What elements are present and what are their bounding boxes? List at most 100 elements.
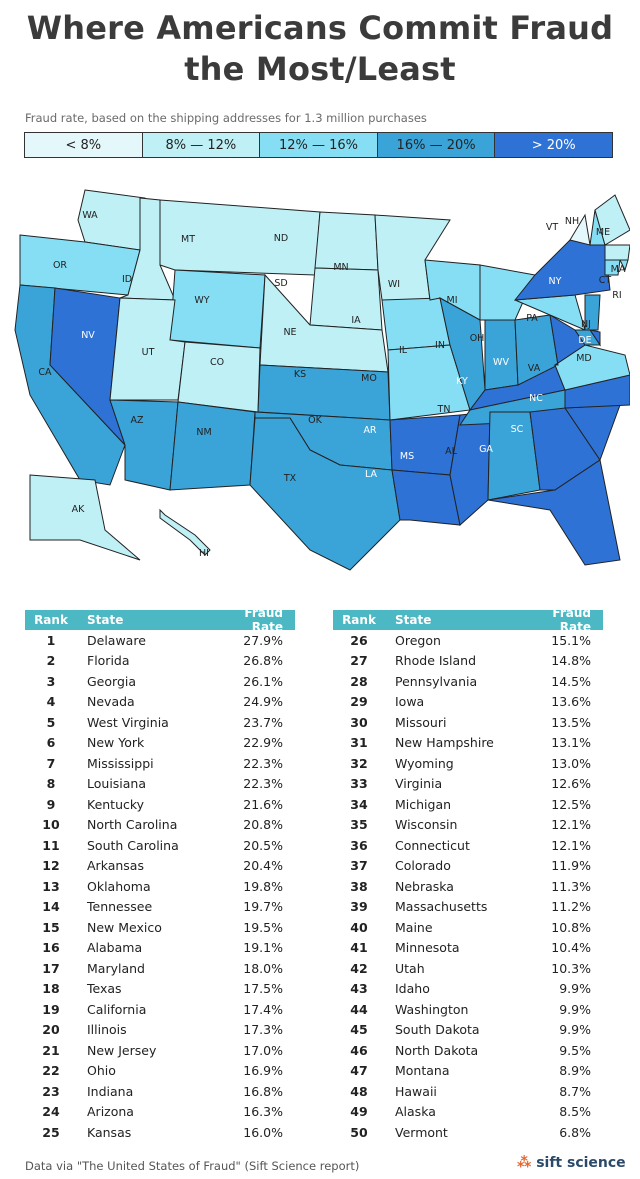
- table-row: 43 Idaho 9.9%: [333, 979, 603, 1000]
- page-title: Where Americans Commit Fraud the Most/Le…: [0, 8, 640, 90]
- rate-cell: 13.6%: [551, 694, 591, 710]
- rate-cell: 18.0%: [243, 960, 283, 976]
- rank-cell: 2: [46, 653, 56, 669]
- rank-cell: 40: [350, 919, 368, 935]
- rank-cell: 33: [350, 776, 368, 792]
- rate-cell: 12.1%: [551, 837, 591, 853]
- rate-cell: 26.1%: [243, 673, 283, 689]
- state-cell: Florida: [87, 653, 130, 669]
- state-label-ca: CA: [38, 367, 52, 378]
- state-label-sc: SC: [511, 424, 524, 435]
- rate-cell: 20.8%: [243, 817, 283, 833]
- rank-cell: 20: [42, 1022, 60, 1038]
- rank-cell: 21: [42, 1042, 60, 1058]
- rank-cell: 16: [42, 940, 60, 956]
- table-row: 3 Georgia 26.1%: [25, 671, 295, 692]
- rank-cell: 46: [350, 1042, 368, 1058]
- state-la: [391, 469, 461, 526]
- table-row: 10 North Carolina 20.8%: [25, 815, 295, 836]
- table-header: Rank State Fraud Rate: [333, 606, 603, 634]
- state-nj: [584, 294, 601, 331]
- state-label-ma: MA: [611, 264, 626, 275]
- title-line-1: Where Americans Commit Fraud: [26, 9, 614, 47]
- state-cell: Texas: [87, 981, 122, 997]
- state-label-ky: KY: [456, 376, 468, 387]
- table-row: 30 Missouri 13.5%: [333, 712, 603, 733]
- rank-cell: 39: [350, 899, 368, 915]
- table-row: 41 Minnesota 10.4%: [333, 938, 603, 959]
- state-label-al: AL: [445, 446, 457, 457]
- state-cell: Massachusetts: [395, 899, 488, 915]
- col-rate: Fraud Rate: [244, 606, 283, 634]
- state-ct: [604, 259, 621, 276]
- rate-cell: 13.1%: [551, 735, 591, 751]
- state-label-id: ID: [122, 274, 132, 285]
- state-cell: Tennessee: [87, 899, 153, 915]
- state-label-wi: WI: [388, 279, 400, 290]
- state-label-mt: MT: [181, 234, 195, 245]
- rate-cell: 13.0%: [551, 755, 591, 771]
- state-cell: Vermont: [395, 1124, 448, 1140]
- state-label-nd: ND: [274, 233, 288, 244]
- rate-cell: 20.5%: [243, 837, 283, 853]
- state-cell: Virginia: [395, 776, 443, 792]
- rank-cell: 38: [350, 878, 368, 894]
- table-row: 23 Indiana 16.8%: [25, 1081, 295, 1102]
- table-row: 17 Maryland 18.0%: [25, 958, 295, 979]
- table-row: 9 Kentucky 21.6%: [25, 794, 295, 815]
- state-label-ne: NE: [283, 327, 296, 338]
- state-cell: West Virginia: [87, 714, 169, 730]
- table-row: 46 North Dakota 9.5%: [333, 1040, 603, 1061]
- rate-cell: 19.1%: [243, 940, 283, 956]
- rate-cell: 11.3%: [551, 878, 591, 894]
- rank-cell: 37: [350, 858, 368, 874]
- legend-label: > 20%: [531, 137, 576, 153]
- state-label-ks: KS: [294, 369, 306, 380]
- state-label-ar: AR: [363, 425, 376, 436]
- state-label-wv: WV: [493, 357, 509, 368]
- state-label-ri: RI: [612, 290, 621, 301]
- rate-cell: 16.9%: [243, 1063, 283, 1079]
- state-ne: [259, 273, 389, 373]
- state-cell: Wyoming: [395, 755, 454, 771]
- state-cell: Maine: [395, 919, 433, 935]
- legend-item-lt8: < 8%: [25, 133, 143, 157]
- table-row: 48 Hawaii 8.7%: [333, 1081, 603, 1102]
- state-cell: California: [87, 1001, 147, 1017]
- rank-cell: 19: [42, 1001, 60, 1017]
- legend-label: 12% — 16%: [278, 137, 359, 153]
- state-label-de: DE: [578, 335, 591, 346]
- table-row: 49 Alaska 8.5%: [333, 1102, 603, 1123]
- state-label-vt: VT: [546, 222, 558, 233]
- state-label-nv: NV: [81, 330, 95, 341]
- state-cell: Utah: [395, 960, 425, 976]
- table-row: 26 Oregon 15.1%: [333, 630, 603, 651]
- rank-cell: 9: [46, 796, 56, 812]
- state-ma: [604, 244, 630, 261]
- rate-cell: 9.9%: [559, 981, 591, 997]
- rank-cell: 30: [350, 714, 368, 730]
- state-vt: [569, 213, 591, 246]
- state-cell: Colorado: [395, 858, 451, 874]
- state-cell: Ohio: [87, 1063, 116, 1079]
- table-row: 1 Delaware 27.9%: [25, 630, 295, 651]
- table-row: 16 Alabama 19.1%: [25, 938, 295, 959]
- state-label-ut: UT: [142, 347, 155, 358]
- rate-cell: 9.9%: [559, 1001, 591, 1017]
- state-nm: [169, 401, 256, 491]
- rate-cell: 24.9%: [243, 694, 283, 710]
- rate-cell: 10.8%: [551, 919, 591, 935]
- table-row: 6 New York 22.9%: [25, 733, 295, 754]
- state-me: [594, 194, 630, 246]
- rank-cell: 31: [350, 735, 368, 751]
- state-cell: Alabama: [87, 940, 143, 956]
- state-label-sd: SD: [274, 278, 287, 289]
- state-label-nj: NJ: [581, 319, 591, 330]
- rate-cell: 17.0%: [243, 1042, 283, 1058]
- state-cell: Pennsylvania: [395, 673, 478, 689]
- state-cell: Michigan: [395, 796, 452, 812]
- state-label-nc: NC: [529, 393, 543, 404]
- legend-item-8-12: 8% — 12%: [142, 133, 261, 157]
- table-row: 29 Iowa 13.6%: [333, 692, 603, 713]
- state-cell: New Jersey: [87, 1042, 157, 1058]
